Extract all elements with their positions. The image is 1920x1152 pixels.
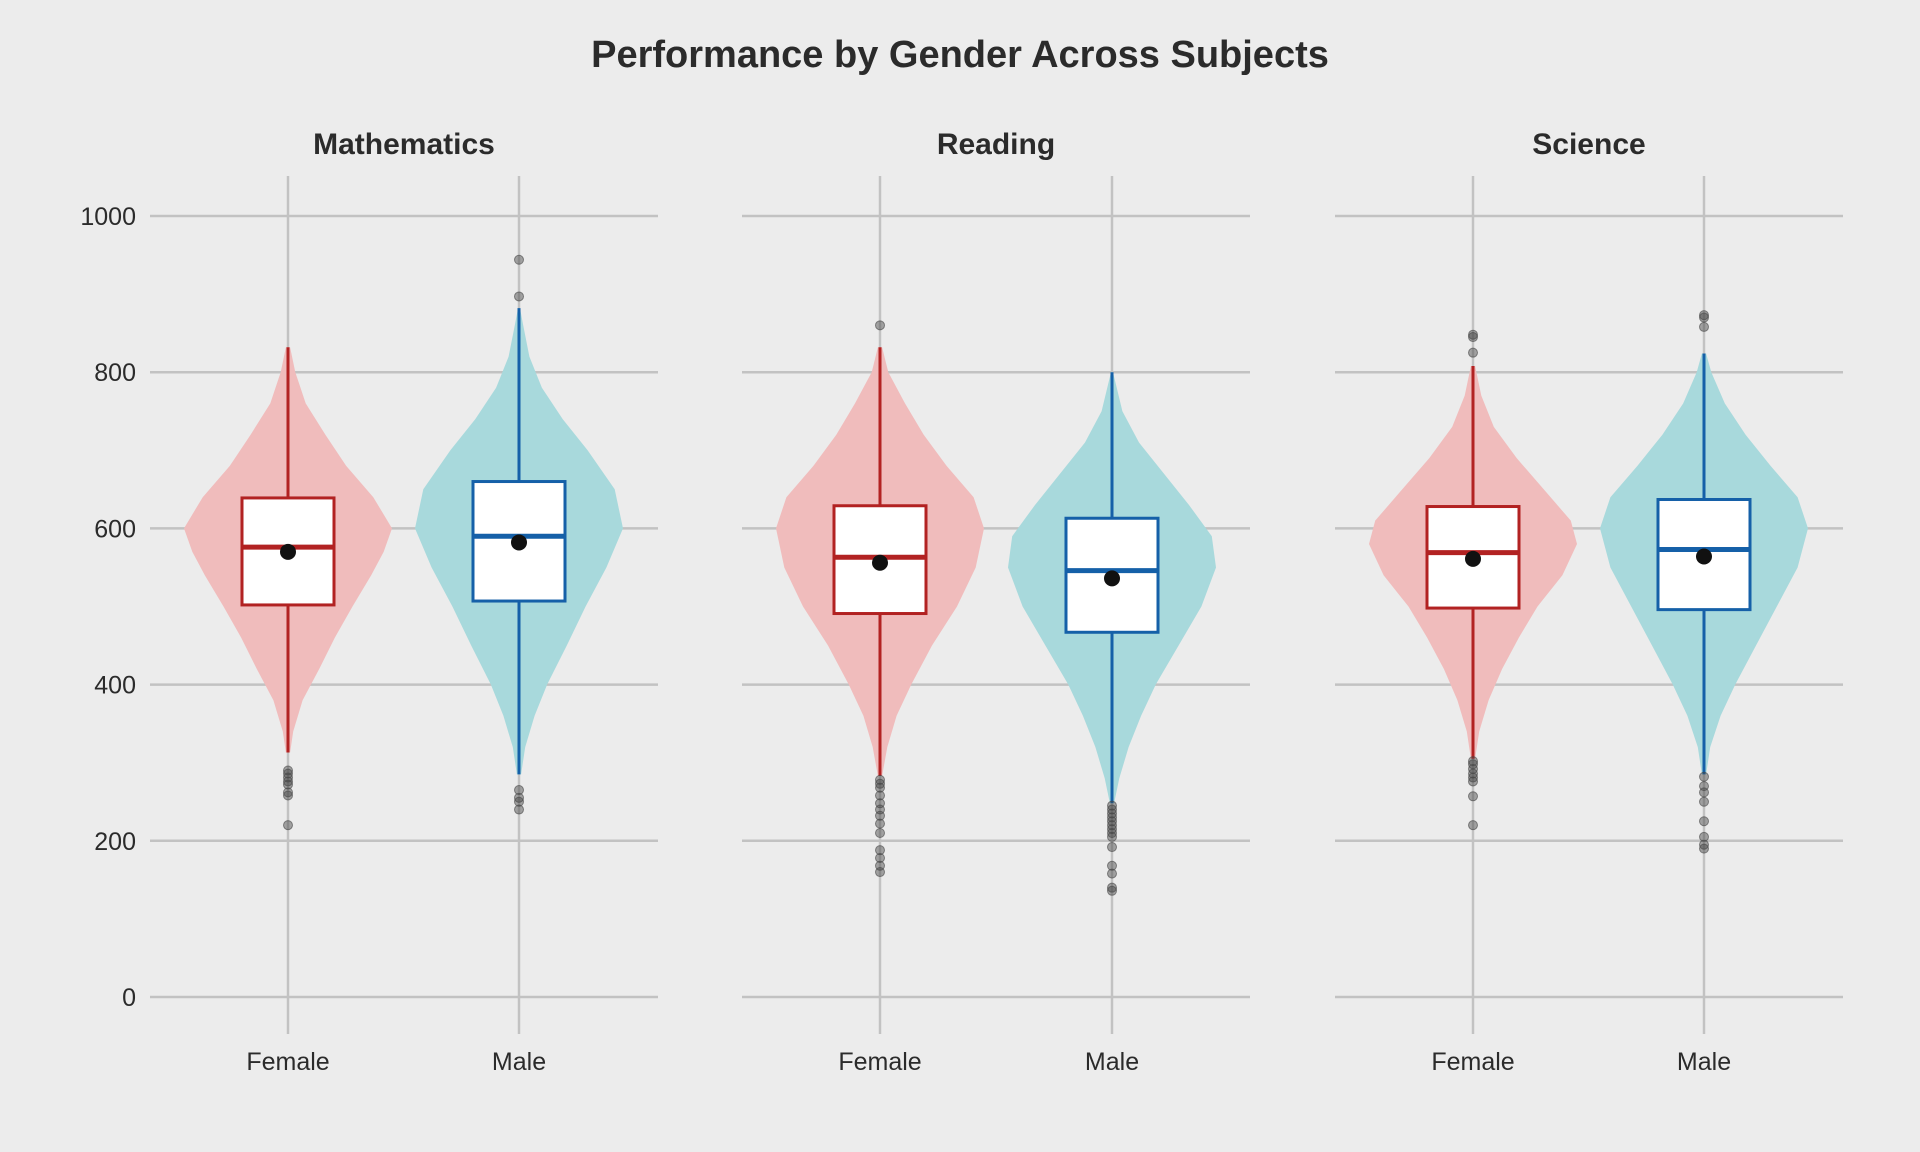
outlier-point [1699,771,1709,782]
outlier-point [514,291,524,302]
y-tick-label: 200 [94,828,136,856]
series-female [1369,329,1577,831]
x-tick-label: Female [246,1048,329,1076]
panel-science: Science Female Male [1335,128,1843,1076]
outlier-point [283,787,293,798]
x-tick-label: Male [492,1048,546,1076]
x-tick-label: Female [1431,1048,1514,1076]
outlier-point [1107,882,1117,893]
outlier-point [1468,329,1478,340]
outlier-point [1468,772,1478,783]
outlier-point [1107,804,1117,815]
outlier-point [875,827,885,838]
mean-point [872,554,888,571]
mean-point [1696,548,1712,565]
series-male [1600,310,1808,854]
outlier-point [1699,321,1709,332]
y-tick-label: 600 [94,515,136,543]
outlier-point [875,782,885,793]
panel-title: Mathematics [313,128,495,161]
outlier-point [283,768,293,779]
series-female [776,320,984,878]
x-tick-label: Female [838,1048,921,1076]
outlier-point [283,790,293,801]
outlier-point [1107,816,1117,827]
outlier-point [875,810,885,821]
outlier-point [1107,824,1117,835]
outlier-point [1107,831,1117,842]
outlier-point [1699,787,1709,798]
outlier-point [875,845,885,856]
outlier-point [875,778,885,789]
mean-point [1465,550,1481,567]
outlier-point [1699,816,1709,827]
outlier-point [1699,839,1709,850]
outlier-point [1699,831,1709,842]
chart-title: Performance by Gender Across Subjects [591,34,1329,76]
panel-title: Science [1532,128,1645,161]
outlier-point [283,765,293,776]
outlier-point [514,792,524,803]
outlier-point [283,776,293,787]
series-male [415,254,623,815]
outlier-point [875,818,885,829]
series-female [184,347,392,831]
outlier-point [1699,796,1709,807]
outlier-point [875,790,885,801]
y-tick-label: 800 [94,359,136,387]
outlier-point [514,804,524,815]
outlier-point [1699,312,1709,323]
box [240,496,336,607]
x-tick-label: Male [1085,1048,1139,1076]
outlier-point [1107,842,1117,853]
outlier-point [1107,827,1117,838]
outlier-point [1107,812,1117,823]
outlier-point [875,320,885,331]
outlier-point [1107,860,1117,871]
outlier-point [1107,800,1117,811]
axes: 0 200 400 600 800 1000 [80,203,136,1012]
outlier-point [1107,808,1117,819]
panel-title: Reading [937,128,1055,161]
outlier-point [875,867,885,878]
outlier-point [514,796,524,807]
outlier-point [1468,768,1478,779]
outlier-point [1107,868,1117,879]
outlier-point [1107,885,1117,896]
outlier-point [1699,310,1709,321]
mean-point [280,543,296,560]
y-tick-label: 400 [94,672,136,700]
outlier-point [1107,820,1117,831]
outlier-point [1468,347,1478,358]
outlier-point [875,852,885,863]
outlier-point [514,785,524,796]
series-male [1008,372,1216,896]
outlier-point [1468,756,1478,767]
y-tick-label: 1000 [80,203,136,231]
box [1656,498,1752,612]
outlier-point [283,772,293,783]
outlier-point [283,779,293,790]
mean-point [1104,570,1120,587]
outlier-point [1468,776,1478,787]
outlier-point [283,820,293,831]
outlier-point [1468,820,1478,831]
outlier-point [1699,843,1709,854]
x-tick-label: Male [1677,1048,1731,1076]
mean-point [511,534,527,551]
outlier-point [1468,332,1478,343]
panel-reading: Reading Female Male [742,128,1250,1076]
outlier-point [875,774,885,785]
outlier-point [514,254,524,265]
panel-mathematics: Mathematics Female Male [150,128,658,1076]
y-tick-label: 0 [122,984,136,1012]
outlier-point [1468,791,1478,802]
